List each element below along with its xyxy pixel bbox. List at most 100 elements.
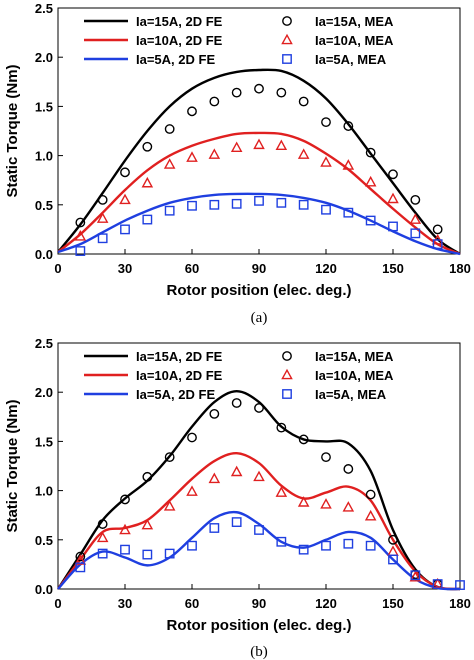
data-point (343, 538, 354, 549)
data-point (231, 87, 242, 98)
data-point (343, 207, 354, 218)
series-2 (57, 131, 461, 256)
data-point (275, 486, 288, 497)
data-point (254, 83, 264, 94)
series-1 (56, 390, 461, 591)
legend-label: Ia=10A, MEA (315, 33, 394, 48)
data-point (97, 519, 108, 529)
legend-label: Ia=10A, MEA (315, 368, 394, 383)
data-point (254, 403, 264, 413)
data-point (388, 169, 398, 180)
data-point (298, 96, 309, 107)
data-point (410, 570, 421, 581)
data-point (120, 544, 130, 555)
data-point (321, 204, 331, 215)
data-point (209, 96, 220, 107)
x-tick-label: 120 (315, 596, 337, 611)
series-line (57, 452, 461, 591)
data-point (186, 151, 198, 162)
x-tick-label: 60 (185, 596, 199, 611)
legend-label: Ia=15A, MEA (315, 14, 394, 29)
data-point (187, 432, 197, 443)
data-point (254, 525, 264, 535)
data-point (187, 106, 197, 117)
y-tick-label: 1.0 (35, 484, 53, 499)
data-point (208, 472, 221, 484)
data-point (298, 434, 309, 445)
data-point (342, 501, 355, 512)
series-1 (57, 68, 461, 256)
series-5 (74, 138, 444, 245)
series-4 (75, 83, 443, 235)
data-point (321, 452, 331, 463)
legend-swatch-marker (282, 16, 292, 26)
data-point (388, 554, 398, 565)
data-point (120, 167, 130, 178)
data-point (275, 139, 288, 151)
figure-caption: (a) (251, 310, 268, 326)
data-point (209, 199, 220, 210)
y-tick-label: 1.5 (35, 434, 53, 449)
data-point (298, 199, 309, 210)
data-point (230, 141, 243, 153)
x-tick-label: 30 (118, 261, 132, 276)
data-point (387, 192, 399, 204)
x-tick-label: 0 (54, 261, 61, 276)
data-point (141, 518, 154, 530)
legend-label: Ia=5A, 2D FE (136, 52, 215, 67)
data-point (142, 471, 153, 482)
x-tick-label: 30 (118, 596, 132, 611)
y-tick-label: 0.5 (35, 198, 53, 213)
series-6 (75, 195, 443, 256)
data-point (254, 195, 264, 206)
series-3 (57, 510, 461, 591)
data-point (297, 496, 310, 507)
x-tick-label: 60 (185, 261, 199, 276)
legend-label: Ia=5A, 2D FE (136, 387, 215, 402)
data-point (320, 156, 332, 167)
data-point (320, 498, 332, 509)
legend-label: Ia=10A, 2D FE (136, 368, 223, 383)
data-point (297, 148, 310, 159)
y-tick-label: 2.0 (35, 385, 53, 400)
legend-label: Ia=15A, 2D FE (136, 349, 223, 364)
x-axis-label: Rotor position (elec. deg.) (166, 617, 351, 634)
x-tick-label: 120 (315, 261, 337, 276)
data-point (142, 214, 153, 225)
data-point (387, 545, 399, 556)
data-point (97, 233, 108, 244)
data-point (209, 523, 220, 533)
data-point (276, 197, 287, 208)
figure-caption: (b) (250, 644, 268, 660)
x-tick-label: 180 (449, 261, 471, 276)
data-point (97, 548, 108, 559)
data-point (388, 221, 398, 232)
legend-label: Ia=5A, MEA (315, 52, 387, 67)
data-point (276, 87, 287, 98)
data-point (276, 536, 287, 547)
series-line (57, 68, 461, 256)
data-point (364, 509, 377, 521)
series-6 (75, 517, 465, 590)
data-point (74, 554, 87, 565)
data-point (410, 228, 421, 239)
data-point (321, 117, 331, 128)
legend-swatch-marker (282, 351, 292, 361)
y-axis-label: Static Torque (Nm) (4, 64, 21, 197)
data-point (253, 138, 265, 150)
legend: Ia=15A, 2D FE Ia=10A, 2D FE Ia=5A, 2D FE Ia… (84, 349, 394, 402)
data-point (120, 224, 130, 235)
data-point (409, 213, 422, 224)
data-point (432, 239, 443, 250)
data-point (74, 230, 87, 241)
legend-label: Ia=15A, MEA (315, 349, 394, 364)
data-point (187, 200, 197, 211)
data-point (119, 523, 131, 535)
data-point (231, 398, 242, 408)
x-tick-label: 90 (252, 596, 266, 611)
y-tick-label: 2.5 (35, 336, 53, 351)
data-point (164, 548, 175, 559)
data-point (186, 485, 198, 496)
data-point (97, 194, 108, 205)
data-point (388, 534, 398, 545)
